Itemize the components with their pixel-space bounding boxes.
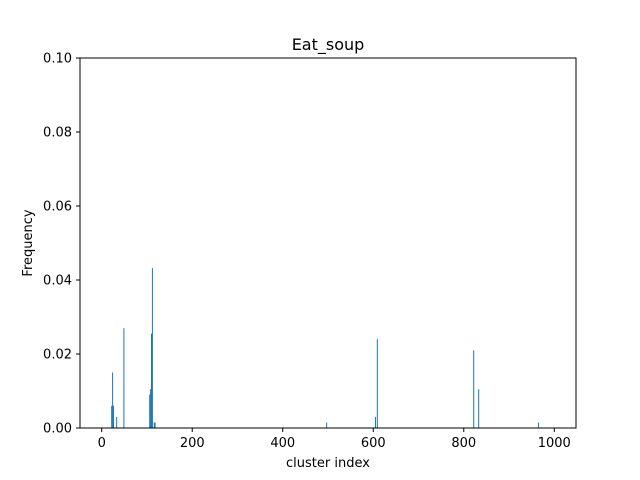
y-tick-label-2: 0.04 (43, 274, 72, 289)
bar-11 (326, 422, 328, 428)
x-tick-label-0: 0 (98, 436, 106, 451)
bar-16 (537, 422, 539, 428)
y-tick-label-1: 0.02 (43, 348, 72, 363)
x-tick-label-5: 1000 (538, 436, 571, 451)
bar-1 (112, 372, 114, 428)
y-tick-label-4: 0.08 (43, 126, 72, 141)
bar-14 (473, 350, 475, 428)
bar-6 (150, 389, 152, 428)
x-tick-label-4: 800 (451, 436, 476, 451)
bar-9 (153, 422, 155, 428)
bar-2 (112, 405, 114, 428)
x-axis-ticks: 0 200 400 600 800 1000 (98, 428, 571, 451)
bar-12 (375, 416, 377, 428)
x-tick-label-2: 400 (270, 436, 295, 451)
bar-5 (149, 394, 151, 428)
y-tick-label-3: 0.06 (43, 200, 72, 215)
plot-area-frame (79, 57, 577, 429)
bar-15 (478, 389, 480, 428)
bar-10 (154, 422, 156, 428)
x-tick-label-1: 200 (180, 436, 205, 451)
chart-title: Eat_soup (292, 35, 365, 55)
x-axis-label: cluster index (286, 456, 370, 471)
y-axis-label: Frequency (21, 209, 36, 276)
bar-0 (111, 405, 113, 428)
bar-3 (116, 416, 118, 428)
bar-13 (376, 339, 378, 428)
bar-8 (151, 268, 153, 428)
bar-7 (151, 333, 152, 428)
x-tick-label-3: 600 (361, 436, 386, 451)
y-axis-ticks: 0.00 0.02 0.04 0.06 0.08 0.10 (43, 52, 80, 437)
y-tick-label-0: 0.00 (43, 422, 72, 437)
bars-group (111, 268, 539, 428)
y-tick-label-5: 0.10 (43, 52, 72, 67)
bar-4 (123, 328, 125, 428)
